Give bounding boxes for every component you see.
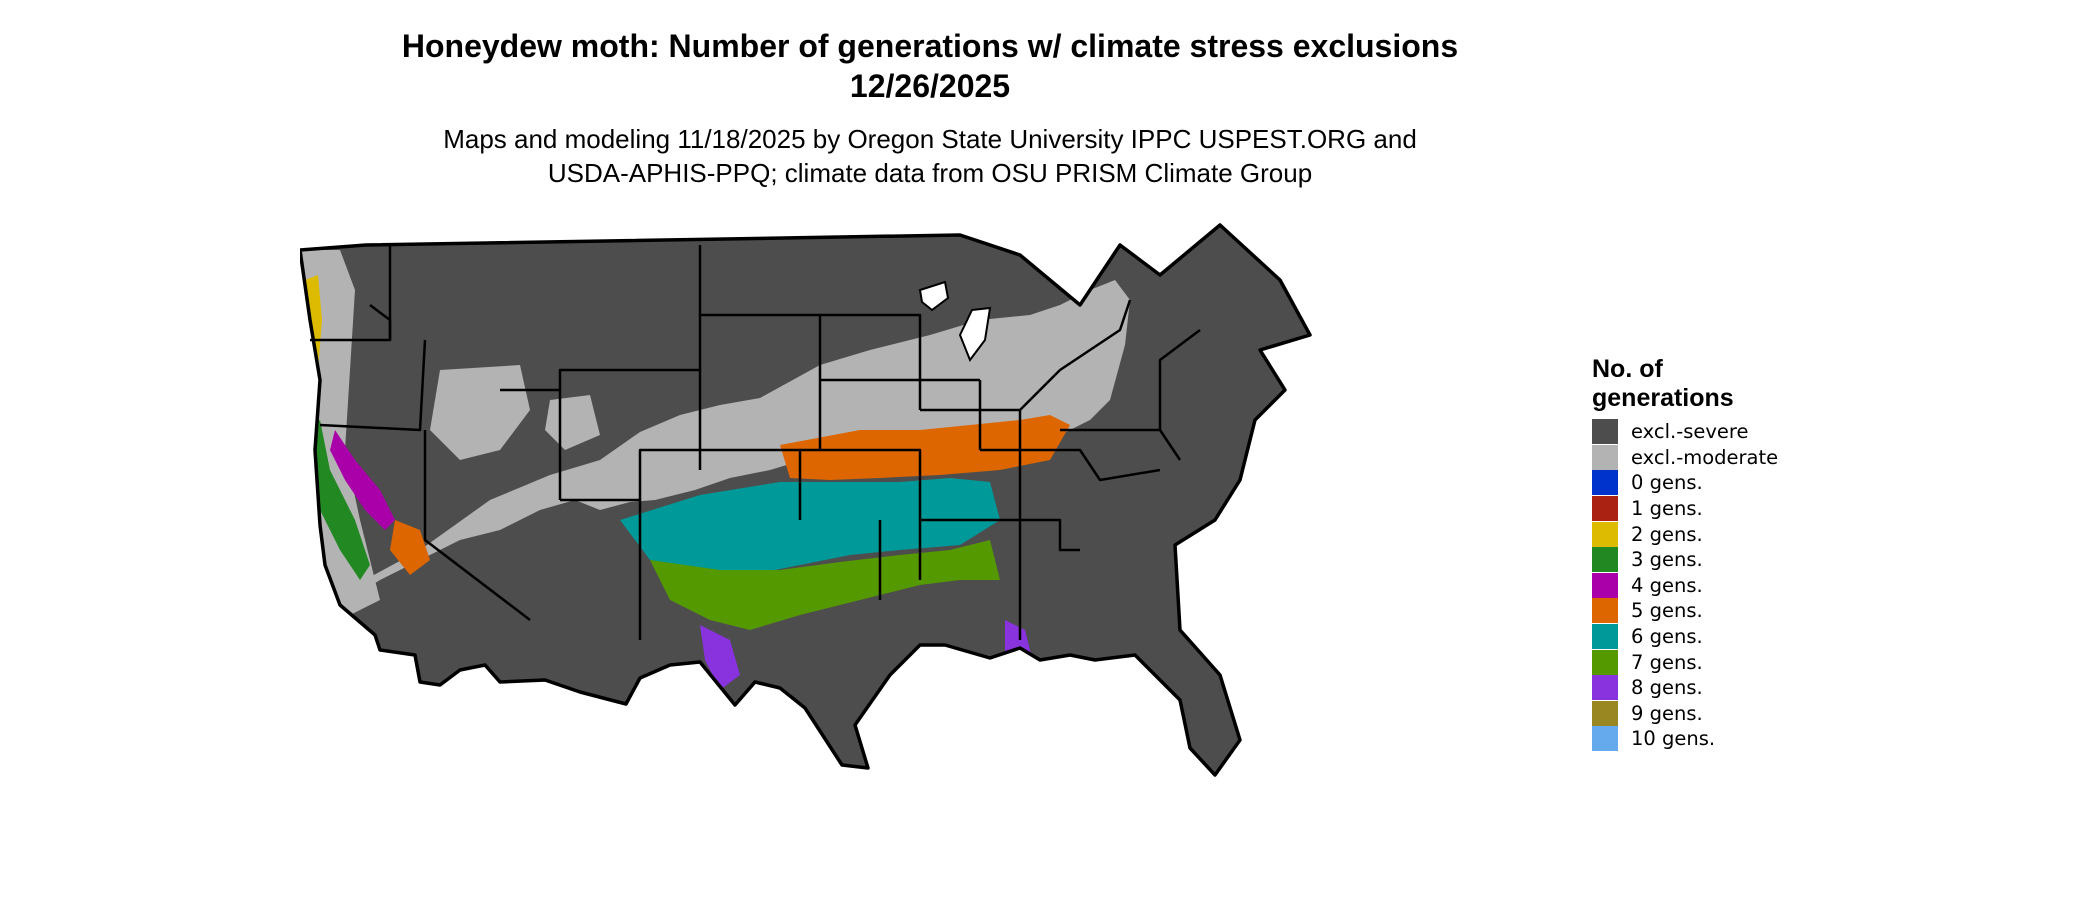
- gens-5-region: [780, 415, 1070, 480]
- legend-swatch: [1592, 675, 1618, 701]
- us-outline: [300, 223, 1312, 777]
- legend-item: 6 gens.: [1592, 624, 1852, 650]
- map-title-date: 12/26/2025: [849, 68, 1011, 104]
- gens-7-region: [650, 540, 1000, 630]
- gens-6-region: [620, 478, 1000, 575]
- gens-5-california: [390, 520, 430, 575]
- legend-title-line2: generations: [1592, 384, 1734, 412]
- legend-label: 10 gens.: [1631, 727, 1716, 751]
- legend-label: 1 gens.: [1631, 497, 1703, 521]
- map-title: Honeydew moth: Number of generations w/ …: [0, 26, 1860, 106]
- legend-item: excl.-moderate: [1592, 444, 1852, 471]
- legend-item: excl.-severe: [1592, 419, 1852, 445]
- gens-4-region: [330, 430, 395, 530]
- legend-swatch: [1592, 521, 1618, 547]
- legend-item: 9 gens.: [1592, 700, 1852, 727]
- us-generations-map: [300, 223, 1312, 777]
- legend-title: No. of generations: [1592, 355, 1852, 413]
- map-raster: [300, 225, 1310, 775]
- legend-item: 5 gens.: [1592, 598, 1852, 624]
- map-legend: No. of generations excl.-severe excl.-mod…: [1592, 355, 1852, 752]
- gens-3-region: [305, 420, 370, 580]
- legend-swatch: [1592, 496, 1618, 522]
- map-subtitle-line2: USDA-APHIS-PPQ; climate data from OSU PR…: [547, 158, 1313, 188]
- map-title-line1: Honeydew moth: Number of generations w/ …: [401, 28, 1459, 64]
- legend-item: 1 gens.: [1592, 496, 1852, 522]
- map-subtitle: Maps and modeling 11/18/2025 by Oregon S…: [0, 122, 1860, 190]
- legend-item: 8 gens.: [1592, 675, 1852, 701]
- legend-items: excl.-severe excl.-moderate 0 gens. 1 gens.…: [1592, 419, 1852, 752]
- legend-label: 7 gens.: [1631, 650, 1703, 674]
- legend-label: 6 gens.: [1631, 625, 1703, 649]
- legend-swatch: [1592, 598, 1618, 624]
- legend-swatch: [1592, 419, 1618, 445]
- legend-label: 9 gens.: [1631, 701, 1703, 725]
- state-boundaries: [310, 245, 1201, 640]
- excl-moderate-region: [300, 280, 1130, 615]
- legend-label: 0 gens.: [1631, 471, 1703, 495]
- legend-item: 3 gens.: [1592, 547, 1852, 573]
- legend-swatch: [1592, 726, 1618, 752]
- legend-swatch: [1592, 444, 1618, 470]
- legend-swatch: [1592, 624, 1618, 650]
- legend-item: 10 gens.: [1592, 726, 1852, 752]
- great-lakes: [918, 280, 992, 363]
- legend-label: 4 gens.: [1631, 573, 1703, 597]
- legend-label: 3 gens.: [1631, 548, 1703, 572]
- legend-title-line1: No. of: [1592, 355, 1663, 383]
- legend-item: 4 gens.: [1592, 572, 1852, 599]
- legend-label: 8 gens.: [1631, 676, 1703, 700]
- legend-swatch: [1592, 572, 1618, 598]
- legend-swatch: [1592, 700, 1618, 726]
- legend-item: 2 gens.: [1592, 521, 1852, 547]
- gens-9-region: [1020, 670, 1040, 710]
- legend-item: 7 gens.: [1592, 649, 1852, 675]
- map-subtitle-line1: Maps and modeling 11/18/2025 by Oregon S…: [443, 124, 1417, 154]
- legend-label: excl.-moderate: [1631, 445, 1779, 469]
- legend-swatch: [1592, 649, 1618, 675]
- legend-item: 0 gens.: [1592, 470, 1852, 496]
- legend-swatch: [1592, 547, 1618, 573]
- legend-label: excl.-severe: [1631, 420, 1749, 444]
- legend-label: 2 gens.: [1631, 522, 1703, 546]
- legend-swatch: [1592, 470, 1618, 496]
- legend-label: 5 gens.: [1631, 599, 1703, 623]
